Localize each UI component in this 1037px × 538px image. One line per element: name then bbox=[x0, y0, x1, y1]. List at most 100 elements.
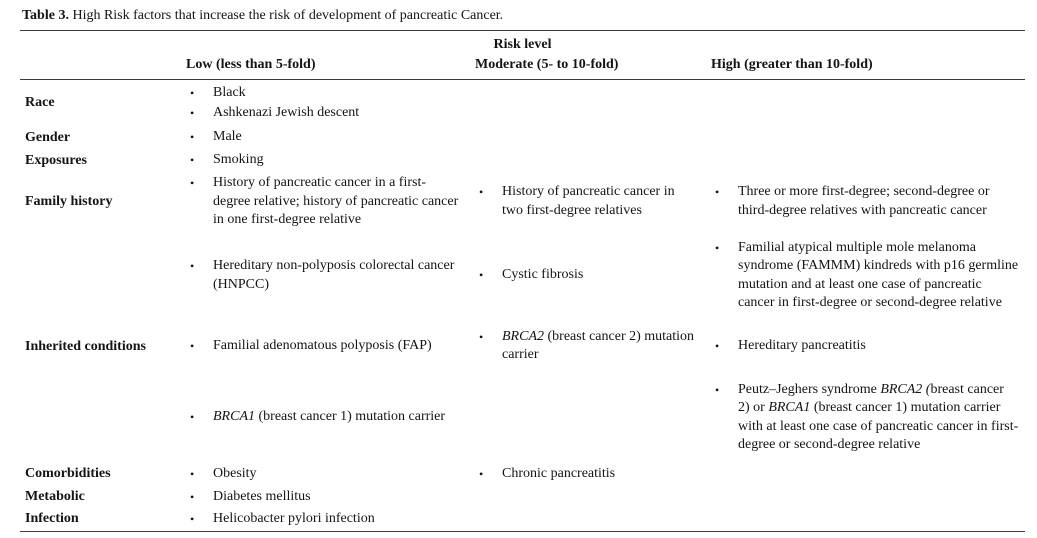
list-item: • Chronic pancreatitis bbox=[475, 465, 697, 484]
table-row-group-gender: Gender • Male bbox=[20, 126, 1025, 149]
table-row-group-comorbidities: Comorbidities • Obesity • Chronic pancreatit… bbox=[20, 463, 1025, 486]
list-item-text: Familial atypical multiple mole melanoma… bbox=[738, 239, 1019, 311]
row-label: Metabolic bbox=[25, 488, 85, 504]
list-item-text: BRCA2 (breast cancer 2) mutation carrier bbox=[502, 328, 695, 363]
list-item-text: Obesity bbox=[213, 465, 257, 481]
list-item: • History of pancreatic cancer in two fir… bbox=[475, 183, 697, 220]
list-item-text: Black bbox=[213, 84, 246, 100]
risk-cell-moderate: • Chronic pancreatitis bbox=[475, 463, 711, 486]
table-row: • Black • Ashkenazi Jewish descent bbox=[186, 80, 1025, 126]
bullet-icon: • bbox=[715, 338, 720, 353]
risk-cell-low: • Male bbox=[186, 126, 475, 149]
risk-cell-high: • Three or more first-degree; second-degr… bbox=[711, 181, 1025, 222]
risk-cell-moderate: • BRCA2 (breast cancer 2) mutation carrie… bbox=[475, 326, 711, 367]
bullet-icon: • bbox=[190, 153, 195, 168]
table-row: • Diabetes mellitus bbox=[186, 486, 1025, 509]
risk-cell-low: • Hereditary non-polyposis colorectal can… bbox=[186, 255, 475, 296]
table-row-group-exposures: Exposures • Smoking bbox=[20, 149, 1025, 172]
list-item-text: Chronic pancreatitis bbox=[502, 465, 616, 481]
table-row-group-race: Race • Black • Ashkenazi Jewish descent bbox=[20, 80, 1025, 126]
column-header-moderate: Moderate (5- to 10-fold) bbox=[475, 57, 619, 72]
risk-cell-high: • Peutz–Jeghers syndrome BRCA2 (breast ca… bbox=[711, 379, 1025, 457]
list-item: • Obesity bbox=[186, 465, 461, 484]
bullet-icon: • bbox=[190, 259, 195, 273]
bullet-icon: • bbox=[190, 85, 195, 100]
table-row-group-metabolic: Metabolic • Diabetes mellitus bbox=[20, 486, 1025, 509]
bullet-icon: • bbox=[190, 410, 195, 425]
list-item-text: Ashkenazi Jewish descent bbox=[213, 105, 360, 120]
list-item-text: Hereditary non-polyposis colorectal canc… bbox=[213, 258, 455, 292]
row-content: • Helicobacter pylori infection bbox=[186, 508, 1025, 531]
list-item: • Black bbox=[186, 84, 461, 103]
list-item-text: Helicobacter pylori infection bbox=[213, 511, 375, 526]
row-label: Exposures bbox=[25, 152, 87, 168]
row-label: Comorbidities bbox=[25, 466, 111, 481]
table-row: • BRCA1 (breast cancer 1) mutation carrie… bbox=[186, 373, 1025, 463]
list-item: • Three or more first-degree; second-degr… bbox=[711, 183, 1019, 220]
risk-cell-low: • Black • Ashkenazi Jewish descent bbox=[186, 82, 475, 125]
list-item-text: Male bbox=[213, 129, 242, 145]
row-label-column-spacer bbox=[20, 56, 186, 74]
table-row: • Obesity • Chronic pancreatitis bbox=[186, 463, 1025, 486]
row-label: Family history bbox=[25, 193, 113, 209]
table-row: • Familial adenomatous polyposis (FAP) • BR… bbox=[186, 320, 1025, 373]
column-header-high: High (greater than 10-fold) bbox=[711, 57, 873, 72]
row-content: • Hereditary non-polyposis colorectal can… bbox=[186, 232, 1025, 463]
risk-cell-low: • BRCA1 (breast cancer 1) mutation carrie… bbox=[186, 406, 475, 429]
risk-cell-moderate: • Cystic fibrosis bbox=[475, 264, 711, 287]
risk-cell-low: • Familial adenomatous polyposis (FAP) bbox=[186, 335, 475, 358]
risk-cell-low: • Helicobacter pylori infection bbox=[186, 508, 475, 531]
table-row-group-infection: Infection • Helicobacter pylori infection bbox=[20, 508, 1025, 531]
row-content: • Obesity • Chronic pancreatitis bbox=[186, 463, 1025, 486]
table-row: • Hereditary non-polyposis colorectal can… bbox=[186, 232, 1025, 320]
list-item-text: Cystic fibrosis bbox=[502, 267, 584, 283]
risk-cell-moderate: • History of pancreatic cancer in two fir… bbox=[475, 181, 711, 222]
table-row: • Smoking bbox=[186, 149, 1025, 172]
table-row: • Helicobacter pylori infection bbox=[186, 508, 1025, 531]
row-content: • Black • Ashkenazi Jewish descent bbox=[186, 80, 1025, 126]
table-row-group-family-history: Family history • History of pancreatic can… bbox=[20, 172, 1025, 232]
risk-cell-low: • Smoking bbox=[186, 149, 475, 172]
list-item-text: Familial adenomatous polyposis (FAP) bbox=[213, 337, 432, 353]
bullet-icon: • bbox=[479, 466, 484, 481]
list-item: • Hereditary non-polyposis colorectal can… bbox=[186, 257, 461, 294]
row-content: • Diabetes mellitus bbox=[186, 486, 1025, 509]
row-label: Race bbox=[25, 95, 55, 110]
list-item: • BRCA2 (breast cancer 2) mutation carrie… bbox=[475, 328, 697, 365]
row-content: • Smoking bbox=[186, 149, 1025, 172]
bullet-icon: • bbox=[479, 268, 484, 283]
table-caption: Table 3. High Risk factors that increase… bbox=[20, 7, 1025, 25]
row-label: Inherited conditions bbox=[25, 339, 146, 354]
list-item-text: Hereditary pancreatitis bbox=[738, 337, 866, 353]
table-row: • Male bbox=[186, 126, 1025, 149]
risk-cell-low: • Diabetes mellitus bbox=[186, 486, 475, 509]
list-item: • Hereditary pancreatitis bbox=[711, 337, 1019, 356]
bullet-icon: • bbox=[190, 338, 195, 353]
column-header-low: Low (less than 5-fold) bbox=[186, 57, 316, 72]
bullet-icon: • bbox=[479, 185, 484, 200]
list-item: • Peutz–Jeghers syndrome BRCA2 (breast ca… bbox=[711, 381, 1019, 455]
list-item: • Familial atypical multiple mole melanom… bbox=[711, 239, 1019, 313]
table-caption-text: High Risk factors that increase the risk… bbox=[68, 8, 504, 23]
table-caption-number: Table 3. bbox=[22, 8, 69, 23]
risk-cell-low: • Obesity bbox=[186, 463, 475, 486]
column-header-row: Low (less than 5-fold) Moderate (5- to 1… bbox=[20, 55, 1025, 80]
list-item: • Diabetes mellitus bbox=[186, 488, 461, 507]
risk-level-spanner-header: Risk level bbox=[493, 37, 552, 52]
list-item-text: Diabetes mellitus bbox=[213, 488, 311, 504]
bullet-icon: • bbox=[190, 176, 195, 190]
bullet-icon: • bbox=[190, 130, 195, 145]
list-item-text: Smoking bbox=[213, 152, 264, 168]
list-item-text: History of pancreatic cancer in a first-… bbox=[213, 175, 459, 227]
list-item-text: Peutz–Jeghers syndrome BRCA2 (breast can… bbox=[738, 381, 1019, 453]
list-item: • Smoking bbox=[186, 151, 461, 170]
list-item-text: BRCA1 (breast cancer 1) mutation carrier bbox=[213, 409, 446, 425]
bullet-icon: • bbox=[715, 185, 720, 200]
bullet-icon: • bbox=[190, 466, 195, 481]
table-row: • History of pancreatic cancer in a first… bbox=[186, 172, 1025, 232]
table-body: Race • Black • Ashkenazi Jewish descent Gende… bbox=[20, 80, 1025, 531]
list-item: • Helicobacter pylori infection bbox=[186, 510, 461, 529]
risk-cell-low: • History of pancreatic cancer in a first… bbox=[186, 172, 475, 232]
list-item: • Ashkenazi Jewish descent bbox=[186, 104, 461, 123]
